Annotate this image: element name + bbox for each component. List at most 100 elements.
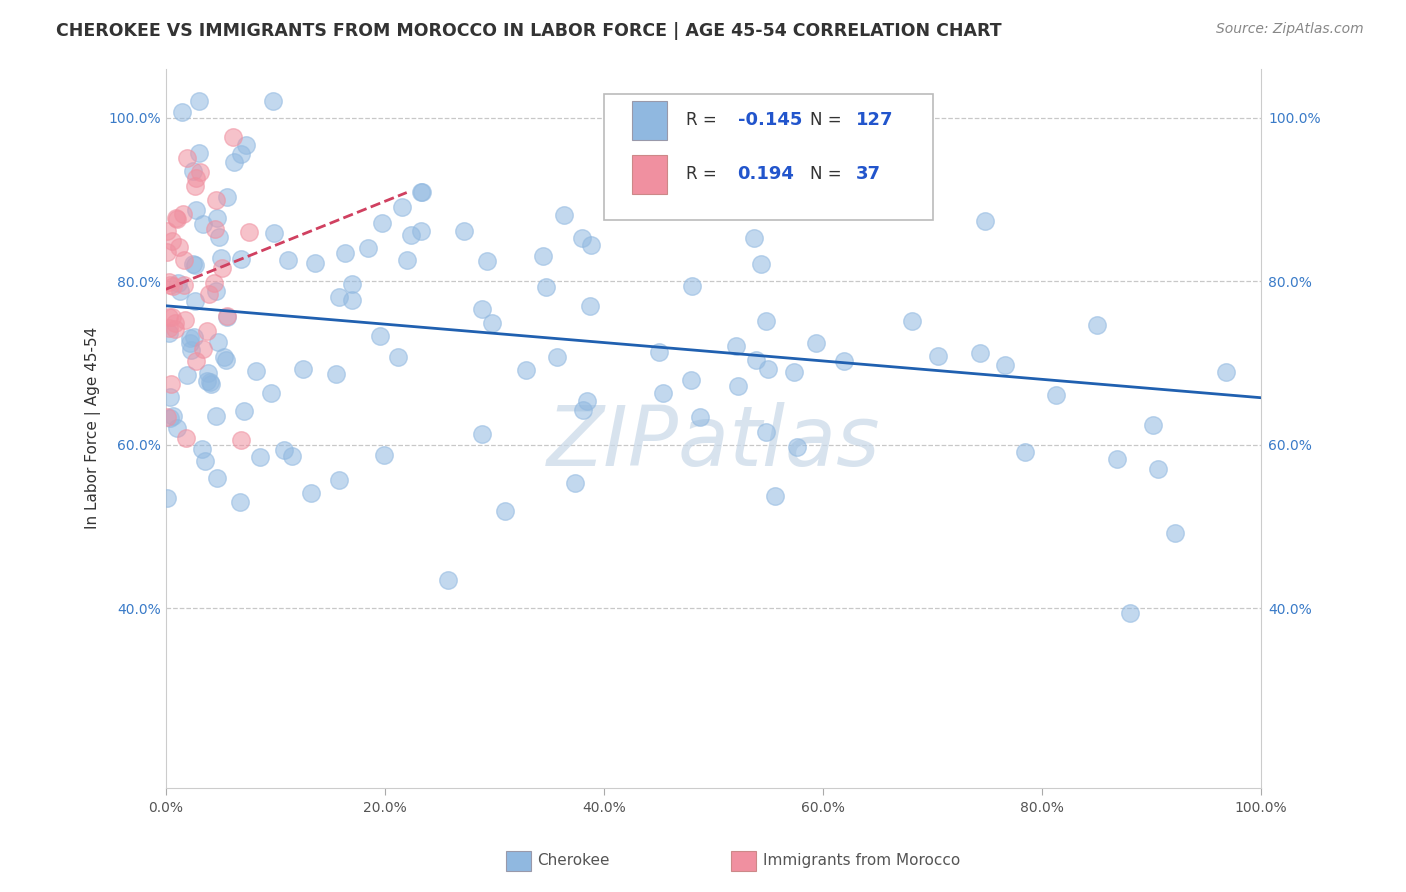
Point [186,354,208,368]
Point [328,290,350,304]
Point [205,211,228,226]
Point [222,154,245,169]
Text: R =: R = [686,112,723,129]
Point [166,212,188,227]
Point [184,170,207,185]
Point [165,211,187,225]
Point [325,367,347,381]
Point [470,302,492,317]
Point [1215,365,1237,379]
Point [157,321,180,335]
Point [162,409,184,424]
Point [157,326,180,340]
Point [167,240,190,254]
Point [605,163,627,178]
Text: 37: 37 [856,165,880,183]
Point [260,386,283,401]
Point [727,378,749,392]
Point [204,409,226,424]
Text: Immigrants from Morocco: Immigrants from Morocco [763,854,960,868]
Point [973,214,995,228]
Point [215,190,238,204]
Point [299,485,322,500]
Point [249,450,271,464]
Point [179,331,201,345]
FancyBboxPatch shape [605,94,932,219]
Point [204,193,226,207]
Point [481,316,503,330]
Point [786,440,808,454]
Point [579,238,602,252]
Point [188,94,211,108]
Point [399,227,422,242]
Point [409,185,432,199]
Point [176,152,198,166]
Point [572,402,595,417]
Text: N =: N = [810,112,846,129]
Point [1014,445,1036,459]
Text: N =: N = [810,165,846,183]
Point [373,448,395,462]
Point [679,373,702,387]
Point [215,352,238,367]
Point [371,216,394,230]
Point [1105,452,1128,467]
Point [229,252,252,267]
Point [1146,461,1168,475]
Point [180,343,202,357]
Point [195,324,218,338]
Point [202,276,225,290]
Point [159,278,181,293]
Point [165,316,187,330]
Point [191,342,214,356]
Point [156,491,179,505]
Point [647,345,669,359]
Point [159,390,181,404]
Point [159,377,181,392]
Point [755,314,778,328]
Point [184,178,207,193]
Point [233,404,256,418]
Point [328,473,350,487]
Point [564,475,586,490]
Point [172,207,194,221]
Point [273,442,295,457]
Point [994,358,1017,372]
Point [200,376,222,391]
Point [198,375,221,389]
Point [1045,388,1067,402]
Point [167,276,190,290]
Point [782,365,804,379]
Point [724,339,747,353]
Point [262,94,284,108]
Point [411,185,433,199]
Point [195,375,218,389]
Point [333,246,356,260]
Point [763,489,786,503]
FancyBboxPatch shape [633,101,668,140]
Point [1085,318,1108,333]
Point [181,257,204,271]
Point [204,222,226,236]
Point [1142,418,1164,433]
Point [834,354,856,368]
Point [395,253,418,268]
Point [534,280,557,294]
Point [162,279,184,293]
Text: Source: ZipAtlas.com: Source: ZipAtlas.com [1216,22,1364,37]
Point [184,294,207,309]
Point [758,361,780,376]
Point [409,224,432,238]
Point [176,368,198,383]
Point [229,433,252,447]
Text: R =: R = [686,165,723,183]
Point [749,257,772,271]
Point [215,310,238,324]
Point [799,178,821,193]
Point [197,366,219,380]
Text: 127: 127 [856,112,893,129]
Point [292,361,315,376]
Point [215,310,238,324]
Point [209,251,232,265]
Point [162,310,184,324]
